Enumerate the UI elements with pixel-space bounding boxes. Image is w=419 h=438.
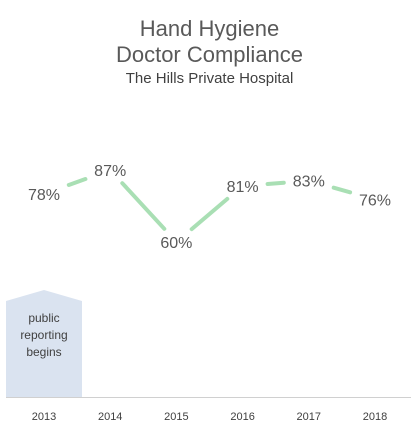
chart-title-line-2: Doctor Compliance xyxy=(115,42,304,67)
annotation-line-1: public xyxy=(28,311,60,325)
chart-title: Hand Hygiene Doctor Compliance xyxy=(0,16,419,68)
series-line-segment-2016-2017 xyxy=(265,180,286,186)
x-tick-label-2017: 2017 xyxy=(297,411,321,423)
chart-title-line-1: Hand Hygiene xyxy=(139,16,280,41)
x-axis-line xyxy=(6,397,411,398)
series-line-segment-2017-2018 xyxy=(331,185,353,195)
x-tick-label-2014: 2014 xyxy=(98,411,122,423)
annotation-line-3: begins xyxy=(26,345,62,359)
data-label-2017: 83% xyxy=(293,174,325,191)
series-line-segment-2014-2015 xyxy=(120,181,167,231)
data-label-2014: 87% xyxy=(94,163,126,180)
data-label-2013: 78% xyxy=(28,187,60,204)
x-tick-label-2018: 2018 xyxy=(363,411,387,423)
annotation-line-2: reporting xyxy=(20,328,68,342)
x-tick-label-2015: 2015 xyxy=(164,411,188,423)
public-reporting-annotation-shape xyxy=(6,290,82,397)
series-line-segment-2013-2014 xyxy=(66,177,88,187)
data-label-2015: 60% xyxy=(160,235,192,252)
x-tick-label-2013: 2013 xyxy=(32,411,56,423)
data-label-2018: 76% xyxy=(359,192,391,209)
data-label-2016: 81% xyxy=(227,179,259,196)
x-tick-label-2016: 2016 xyxy=(230,411,254,423)
series-line-segment-2015-2016 xyxy=(189,196,230,232)
public-reporting-annotation-text: public reporting begins xyxy=(6,310,82,361)
chart-subtitle: The Hills Private Hospital xyxy=(125,70,294,87)
